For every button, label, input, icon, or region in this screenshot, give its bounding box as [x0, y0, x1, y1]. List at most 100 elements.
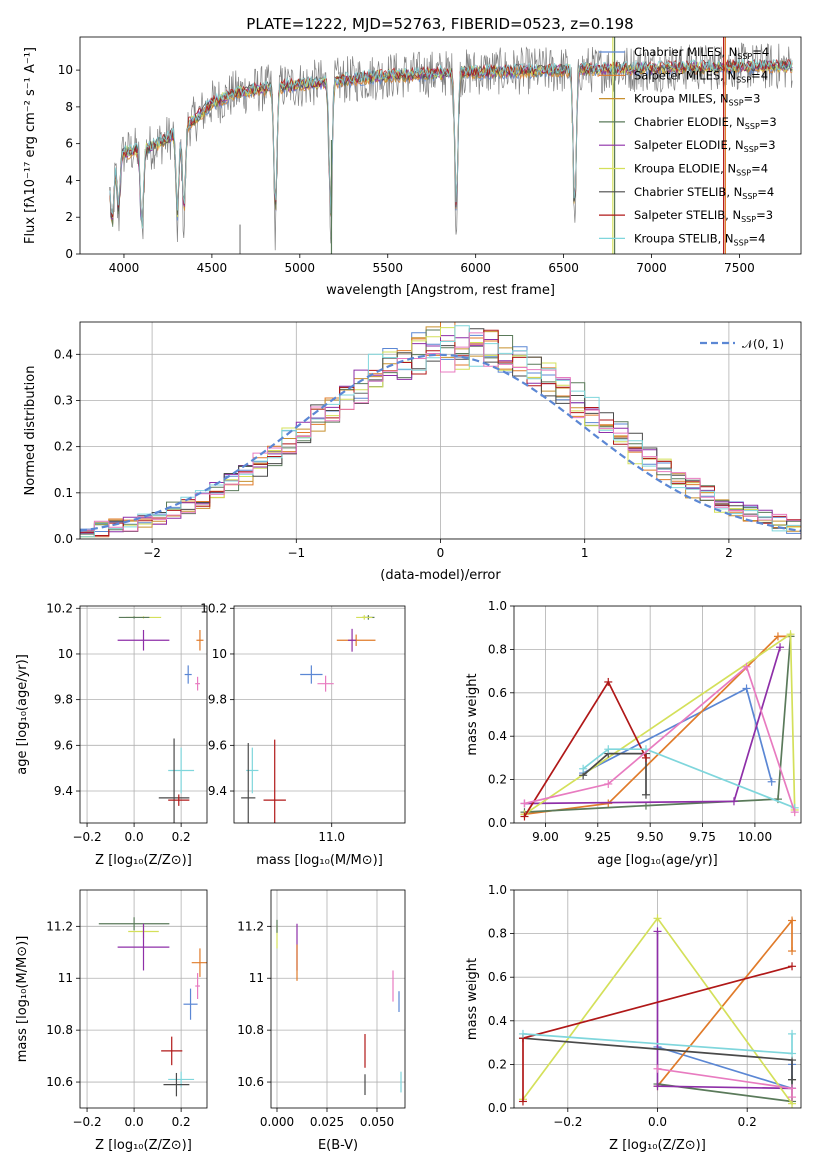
x-tick-label: 6500	[548, 261, 579, 275]
legend-entry: Salpeter MILES, NSSP=4	[634, 68, 768, 84]
mass-weight-line	[524, 632, 796, 816]
y-tick-label: 4	[65, 173, 73, 187]
panel-massweight_vs_Z: −0.2 0.0 0.2 0.0 0.2 0.4 0.6 0.8 1.0 Z [log₁₀(Z/Z…	[465, 883, 802, 1153]
grid	[234, 606, 405, 823]
x-tick-label: 10.00	[738, 830, 772, 844]
grid	[80, 890, 207, 1108]
legend-entry: Kroupa MILES, NSSP=3	[634, 92, 760, 108]
legend-text: =3	[744, 92, 761, 106]
y-tick-label: 10.2	[200, 601, 227, 615]
y-tick-label: 2	[65, 210, 73, 224]
y-tick-label: 0.0	[54, 532, 73, 546]
y-tick-label: 0.4	[488, 1014, 507, 1028]
legend-subscript: SSP	[729, 99, 744, 108]
legend-subscript: SSP	[744, 145, 759, 154]
y-axis-label: mass weight	[465, 958, 480, 1040]
x-axis-label: age [log₁₀(age/yr)]	[597, 853, 718, 868]
legend-text: =4	[752, 45, 769, 59]
histogram-step	[80, 325, 801, 539]
legend-text: =3	[760, 115, 777, 129]
panel-spectrum: 4000 4500 5000 5500 6000 6500 7000 7500 0 2 4 6 8 10 w…	[23, 36, 802, 298]
y-tick-label: 9.8	[54, 693, 73, 707]
x-axis-label: Z [log₁₀(Z/Z⊙)]	[609, 1138, 706, 1153]
y-tick-label: 9.4	[54, 784, 73, 798]
legend-entry: Kroupa STELIB, NSSP=4	[634, 231, 765, 247]
plot-area	[514, 890, 801, 1108]
y-tick-label: 0.6	[488, 970, 507, 984]
legend-entry: Salpeter STELIB, NSSP=3	[634, 208, 773, 224]
axes-frame	[79, 605, 208, 824]
legend-subscript: SSP	[742, 192, 757, 201]
x-tick-label: 0.000	[260, 1115, 294, 1129]
x-tick-label: 6000	[460, 261, 491, 275]
legend-text: =3	[756, 208, 773, 222]
y-tick-label: 0.4	[54, 347, 73, 361]
x-tick-label: 9.75	[689, 830, 716, 844]
y-tick-label: 0.0	[488, 816, 507, 830]
legend-text: Kroupa ELODIE, N	[634, 162, 736, 176]
x-tick-label: 0.0	[125, 1115, 144, 1129]
legend-entry: Salpeter ELODIE, NSSP=3	[634, 138, 776, 154]
legend-entry: Chabrier STELIB, NSSP=4	[634, 185, 774, 201]
x-tick-label: 0.2	[738, 1115, 757, 1129]
mass-weight-line	[524, 665, 796, 813]
normal-reference-curve	[80, 353, 801, 532]
x-tick-label: 7000	[636, 261, 667, 275]
y-tick-label: 0.0	[488, 1101, 507, 1115]
y-tick-label: 10	[58, 63, 73, 77]
legend-text: Salpeter STELIB, N	[634, 208, 741, 222]
grid	[271, 890, 405, 1108]
y-tick-label: 0.8	[488, 927, 507, 941]
grid	[514, 606, 801, 823]
y-tick-label: 0.2	[488, 773, 507, 787]
y-tick-label: 10.6	[237, 1075, 264, 1089]
x-tick-label: 9.25	[584, 830, 611, 844]
legend-text: =4	[751, 162, 768, 176]
y-tick-label: 11	[58, 971, 73, 985]
figure-title: PLATE=1222, MJD=52763, FIBERID=0523, z=0…	[246, 15, 633, 33]
y-tick-label: 0.4	[488, 729, 507, 743]
x-axis-label: E(B-V)	[318, 1138, 358, 1153]
x-tick-label: 9.00	[532, 830, 559, 844]
legend-subscript: SSP	[741, 215, 756, 224]
plot-area	[80, 322, 801, 539]
legend-subscript: SSP	[734, 238, 749, 247]
x-tick-label: 0.2	[172, 1115, 191, 1129]
panel-mass_vs_Z: −0.2 0.0 0.2 10.6 10.8 11 11.2 Z [log₁₀(Z/Z⊙)] m…	[15, 889, 208, 1153]
x-tick-label: −2	[143, 546, 161, 560]
y-tick-label: 11.2	[237, 919, 264, 933]
legend-text: =4	[757, 185, 774, 199]
x-tick-label: 9.50	[637, 830, 664, 844]
panel-age_vs_mass: 11.0 9.4 9.6 9.8 10 10.2 mass [log₁₀(M/M⊙)]	[200, 601, 406, 868]
legend-text: =4	[751, 68, 768, 82]
axes-frame	[233, 605, 406, 824]
y-tick-label: 0.3	[54, 393, 73, 407]
y-tick-label: 0.6	[488, 686, 507, 700]
x-tick-label: 2	[725, 546, 733, 560]
axes-frame	[513, 889, 802, 1109]
x-tick-label: 1	[581, 546, 589, 560]
y-tick-label: 9.4	[208, 784, 227, 798]
y-tick-label: 11.2	[46, 919, 73, 933]
x-axis-label: (data-model)/error	[380, 568, 501, 583]
y-tick-label: 0.1	[54, 486, 73, 500]
axes-frame	[79, 36, 802, 255]
y-tick-label: 0.2	[54, 440, 73, 454]
y-tick-label: 10.8	[237, 1023, 264, 1037]
x-tick-label: 4000	[109, 261, 140, 275]
y-tick-label: 10.8	[46, 1023, 73, 1037]
legend-text: Kroupa MILES, N	[634, 92, 729, 106]
legend-subscript: SSP	[737, 52, 752, 61]
x-tick-label: 0.050	[360, 1115, 394, 1129]
legend-subscript: SSP	[745, 122, 760, 131]
panel-residuals: −2 −1 0 1 2 0.0 0.1 0.2 0.3 0.4 (data-model)/error…	[23, 321, 802, 583]
y-tick-label: 6	[65, 137, 73, 151]
y-tick-label: 10.2	[46, 601, 73, 615]
x-tick-label: −1	[287, 546, 305, 560]
plot-area	[271, 890, 405, 1108]
axes-frame	[513, 605, 802, 824]
x-tick-label: 5500	[372, 261, 403, 275]
y-tick-label: 10	[212, 647, 227, 661]
axes-frame	[79, 889, 208, 1109]
